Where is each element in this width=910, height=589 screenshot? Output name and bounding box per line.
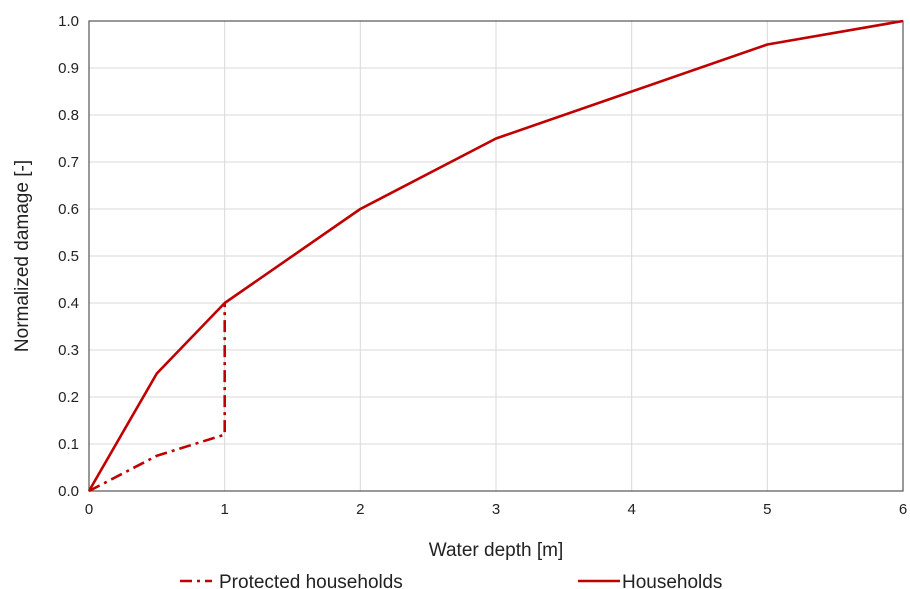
series-line-households xyxy=(87,19,904,492)
y-tick-label: 0.3 xyxy=(58,342,79,359)
series-line-protected-households xyxy=(88,303,226,493)
y-tick-label: 0.5 xyxy=(58,248,79,265)
x-tick-labels: 0 1 2 3 4 5 6 xyxy=(85,501,907,518)
y-tick-label: 0.8 xyxy=(58,107,79,124)
x-tick-label: 4 xyxy=(627,501,635,518)
y-tick-label: 0.1 xyxy=(58,436,79,453)
y-tick-label: 0.7 xyxy=(58,154,79,171)
y-tick-label: 0.4 xyxy=(58,295,79,312)
x-tick-label: 5 xyxy=(763,501,771,518)
x-tick-label: 6 xyxy=(899,501,907,518)
legend: Protected households Households xyxy=(180,572,722,589)
y-tick-label: 0.9 xyxy=(58,60,79,77)
x-tick-label: 3 xyxy=(492,501,500,518)
plot-frame xyxy=(88,20,904,492)
series-layer xyxy=(87,19,904,493)
grid xyxy=(88,20,904,492)
x-axis-title: Water depth [m] xyxy=(429,540,563,561)
x-tick-label: 0 xyxy=(85,501,93,518)
legend-label-protected-households: Protected households xyxy=(219,572,403,589)
x-tick-label: 2 xyxy=(356,501,364,518)
legend-label-households: Households xyxy=(622,572,722,589)
y-tick-label: 1.0 xyxy=(58,13,79,30)
y-tick-label: 0.0 xyxy=(58,483,79,500)
y-tick-labels: 0.0 0.1 0.2 0.3 0.4 0.5 0.6 0.7 0.8 0.9 1.0 xyxy=(58,13,79,500)
y-tick-label: 0.2 xyxy=(58,389,79,406)
y-axis-title: Normalized damage [-] xyxy=(12,160,33,352)
x-tick-label: 1 xyxy=(220,501,228,518)
y-tick-label: 0.6 xyxy=(58,201,79,218)
